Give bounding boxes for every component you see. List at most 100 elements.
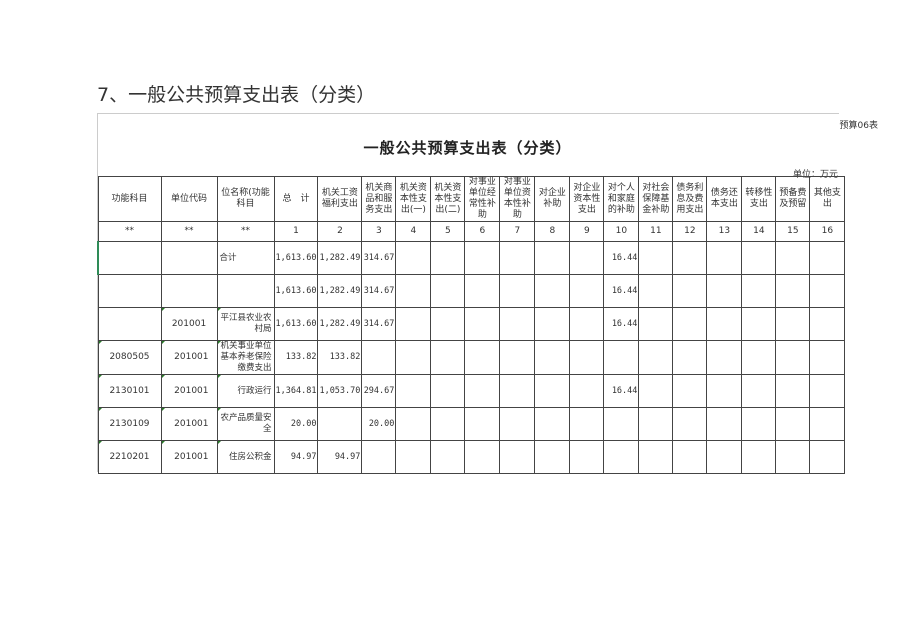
empty-cell[interactable] bbox=[464, 407, 501, 441]
empty-cell[interactable] bbox=[395, 440, 432, 474]
individual-subsidy-cell[interactable] bbox=[603, 440, 640, 474]
empty-cell[interactable] bbox=[638, 274, 674, 308]
empty-cell[interactable] bbox=[775, 274, 811, 308]
individual-subsidy-cell[interactable]: 16.44 bbox=[603, 307, 640, 341]
empty-cell[interactable] bbox=[430, 307, 466, 341]
total-cell[interactable]: 20.00 bbox=[273, 407, 319, 441]
empty-cell[interactable] bbox=[464, 241, 501, 275]
empty-cell[interactable] bbox=[672, 340, 708, 375]
empty-cell[interactable] bbox=[499, 407, 536, 441]
function-code-cell[interactable]: 2210201 bbox=[97, 440, 162, 474]
empty-cell[interactable] bbox=[569, 307, 605, 341]
unit-code-cell[interactable]: 201001 bbox=[160, 407, 218, 441]
empty-cell[interactable] bbox=[741, 307, 777, 341]
empty-cell[interactable] bbox=[809, 374, 846, 408]
empty-cell[interactable] bbox=[775, 241, 811, 275]
salary-welfare-cell[interactable] bbox=[317, 407, 363, 441]
salary-welfare-cell[interactable]: 1,282.49 bbox=[317, 274, 363, 308]
goods-services-cell[interactable] bbox=[361, 340, 397, 375]
empty-cell[interactable] bbox=[464, 374, 501, 408]
empty-cell[interactable] bbox=[706, 440, 743, 474]
unit-name-cell[interactable]: 合计 bbox=[216, 241, 275, 275]
empty-cell[interactable] bbox=[706, 307, 743, 341]
individual-subsidy-cell[interactable]: 16.44 bbox=[603, 274, 640, 308]
empty-cell[interactable] bbox=[775, 374, 811, 408]
empty-cell[interactable] bbox=[464, 340, 501, 375]
function-code-cell[interactable] bbox=[97, 241, 162, 275]
empty-cell[interactable] bbox=[638, 241, 674, 275]
empty-cell[interactable] bbox=[430, 340, 466, 375]
individual-subsidy-cell[interactable] bbox=[603, 407, 640, 441]
empty-cell[interactable] bbox=[775, 407, 811, 441]
salary-welfare-cell[interactable]: 1,282.49 bbox=[317, 307, 363, 341]
unit-code-cell[interactable]: 201001 bbox=[160, 374, 218, 408]
empty-cell[interactable] bbox=[499, 440, 536, 474]
empty-cell[interactable] bbox=[430, 241, 466, 275]
unit-code-cell[interactable]: 201001 bbox=[160, 340, 218, 375]
empty-cell[interactable] bbox=[706, 241, 743, 275]
empty-cell[interactable] bbox=[534, 241, 571, 275]
function-code-cell[interactable]: 2130109 bbox=[97, 407, 162, 441]
total-cell[interactable]: 1,613.60 bbox=[273, 241, 319, 275]
empty-cell[interactable] bbox=[534, 274, 571, 308]
total-cell[interactable]: 1,613.60 bbox=[273, 307, 319, 341]
empty-cell[interactable] bbox=[464, 440, 501, 474]
unit-name-cell[interactable]: 行政运行 bbox=[216, 374, 275, 408]
unit-code-cell[interactable]: 201001 bbox=[160, 440, 218, 474]
empty-cell[interactable] bbox=[638, 307, 674, 341]
empty-cell[interactable] bbox=[809, 241, 846, 275]
empty-cell[interactable] bbox=[741, 241, 777, 275]
individual-subsidy-cell[interactable] bbox=[603, 340, 640, 375]
empty-cell[interactable] bbox=[775, 440, 811, 474]
empty-cell[interactable] bbox=[809, 274, 846, 308]
goods-services-cell[interactable] bbox=[361, 440, 397, 474]
empty-cell[interactable] bbox=[741, 407, 777, 441]
empty-cell[interactable] bbox=[809, 407, 846, 441]
unit-code-cell[interactable] bbox=[160, 241, 218, 275]
empty-cell[interactable] bbox=[395, 407, 432, 441]
empty-cell[interactable] bbox=[672, 440, 708, 474]
function-code-cell[interactable] bbox=[97, 274, 162, 308]
empty-cell[interactable] bbox=[672, 274, 708, 308]
empty-cell[interactable] bbox=[569, 274, 605, 308]
salary-welfare-cell[interactable]: 133.82 bbox=[317, 340, 363, 375]
goods-services-cell[interactable]: 314.67 bbox=[361, 307, 397, 341]
empty-cell[interactable] bbox=[569, 340, 605, 375]
empty-cell[interactable] bbox=[395, 374, 432, 408]
empty-cell[interactable] bbox=[499, 307, 536, 341]
empty-cell[interactable] bbox=[569, 241, 605, 275]
salary-welfare-cell[interactable]: 1,282.49 bbox=[317, 241, 363, 275]
empty-cell[interactable] bbox=[706, 274, 743, 308]
empty-cell[interactable] bbox=[430, 274, 466, 308]
unit-name-cell[interactable]: 机关事业单位基本养老保险缴费支出 bbox=[216, 340, 275, 375]
unit-code-cell[interactable]: 201001 bbox=[160, 307, 218, 341]
empty-cell[interactable] bbox=[395, 241, 432, 275]
unit-name-cell[interactable]: 平江县农业农村局 bbox=[216, 307, 275, 341]
goods-services-cell[interactable]: 314.67 bbox=[361, 274, 397, 308]
empty-cell[interactable] bbox=[569, 407, 605, 441]
empty-cell[interactable] bbox=[809, 340, 846, 375]
total-cell[interactable]: 1,364.81 bbox=[273, 374, 319, 408]
empty-cell[interactable] bbox=[672, 241, 708, 275]
empty-cell[interactable] bbox=[430, 407, 466, 441]
empty-cell[interactable] bbox=[395, 340, 432, 375]
empty-cell[interactable] bbox=[464, 307, 501, 341]
empty-cell[interactable] bbox=[638, 407, 674, 441]
empty-cell[interactable] bbox=[464, 274, 501, 308]
empty-cell[interactable] bbox=[534, 374, 571, 408]
total-cell[interactable]: 1,613.60 bbox=[273, 274, 319, 308]
unit-name-cell[interactable]: 农产品质量安全 bbox=[216, 407, 275, 441]
empty-cell[interactable] bbox=[672, 307, 708, 341]
empty-cell[interactable] bbox=[499, 274, 536, 308]
empty-cell[interactable] bbox=[706, 407, 743, 441]
salary-welfare-cell[interactable]: 94.97 bbox=[317, 440, 363, 474]
function-code-cell[interactable]: 2130101 bbox=[97, 374, 162, 408]
empty-cell[interactable] bbox=[569, 440, 605, 474]
goods-services-cell[interactable]: 294.67 bbox=[361, 374, 397, 408]
empty-cell[interactable] bbox=[395, 307, 432, 341]
empty-cell[interactable] bbox=[809, 307, 846, 341]
function-code-cell[interactable] bbox=[97, 307, 162, 341]
empty-cell[interactable] bbox=[741, 374, 777, 408]
empty-cell[interactable] bbox=[395, 274, 432, 308]
empty-cell[interactable] bbox=[775, 307, 811, 341]
